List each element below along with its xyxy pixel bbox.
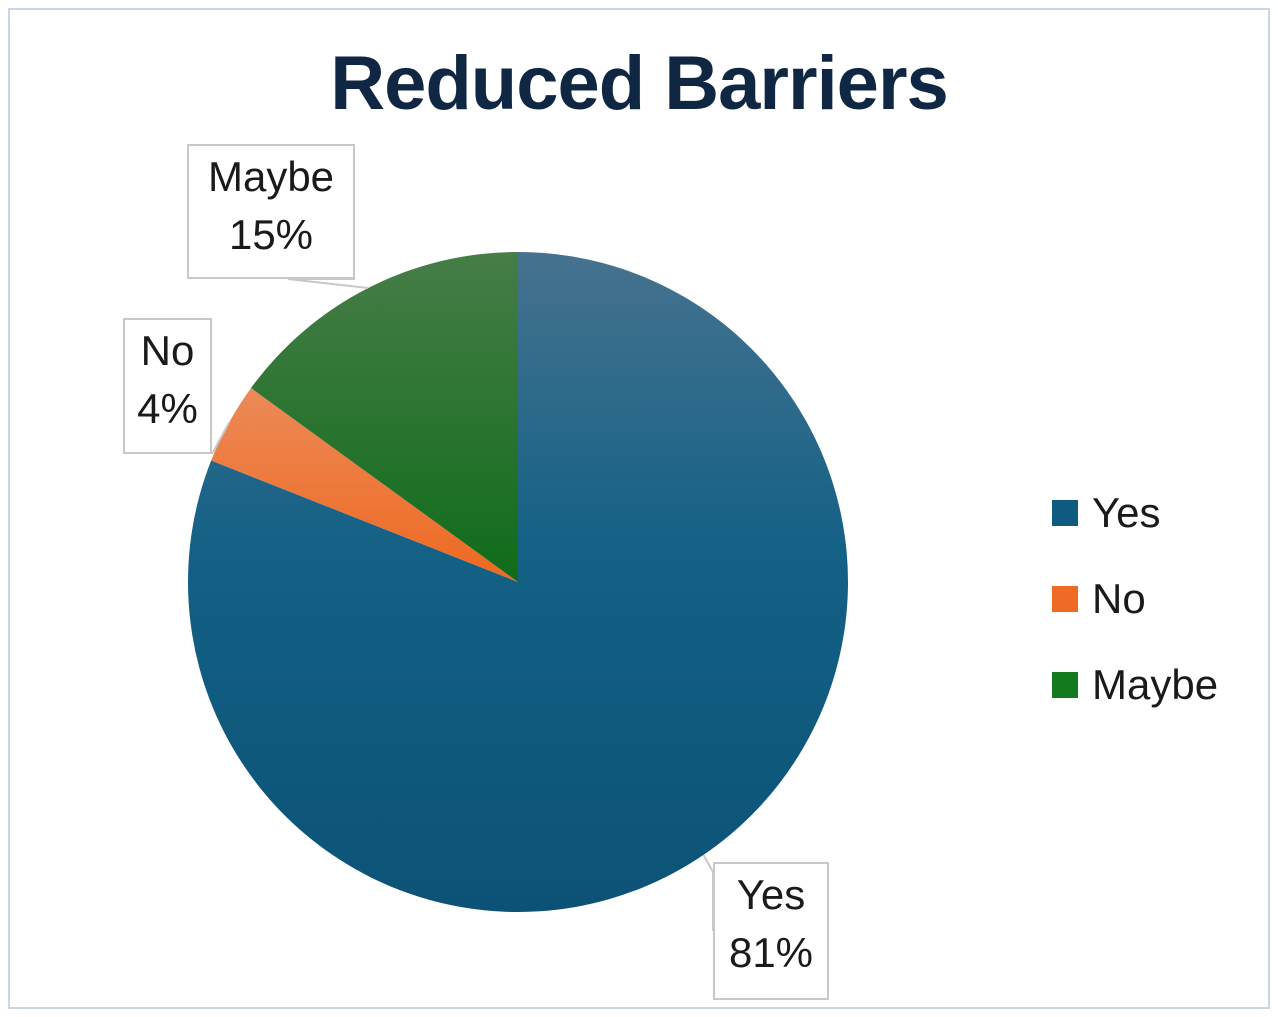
data-label-maybe: Maybe 15% bbox=[187, 144, 355, 279]
legend-swatch-yes bbox=[1052, 500, 1078, 526]
pie-slice-maybe bbox=[251, 252, 518, 582]
legend-item-no: No bbox=[1052, 556, 1218, 642]
data-label-yes-name: Yes bbox=[736, 871, 806, 918]
data-label-maybe-name: Maybe bbox=[207, 153, 335, 200]
pie-slice-no bbox=[211, 388, 518, 582]
legend-item-yes: Yes bbox=[1052, 470, 1218, 556]
leader-line-yes bbox=[702, 854, 714, 931]
leader-line-maybe bbox=[287, 278, 369, 289]
data-label-no: No 4% bbox=[123, 318, 212, 454]
legend: Yes No Maybe bbox=[1052, 470, 1218, 728]
legend-label-yes: Yes bbox=[1092, 489, 1161, 536]
data-label-yes: Yes 81% bbox=[713, 862, 829, 1000]
data-label-yes-percent: 81% bbox=[728, 929, 814, 976]
chart-title: Reduced Barriers bbox=[330, 41, 949, 126]
data-label-maybe-percent: 15% bbox=[228, 211, 314, 258]
legend-item-maybe: Maybe bbox=[1052, 642, 1218, 728]
legend-swatch-maybe bbox=[1052, 672, 1078, 698]
legend-swatch-no bbox=[1052, 586, 1078, 612]
legend-label-no: No bbox=[1092, 575, 1146, 622]
data-label-no-percent: 4% bbox=[137, 385, 198, 432]
data-label-no-name: No bbox=[140, 327, 195, 374]
legend-label-maybe: Maybe bbox=[1092, 661, 1219, 708]
leader-line-no bbox=[211, 422, 230, 455]
